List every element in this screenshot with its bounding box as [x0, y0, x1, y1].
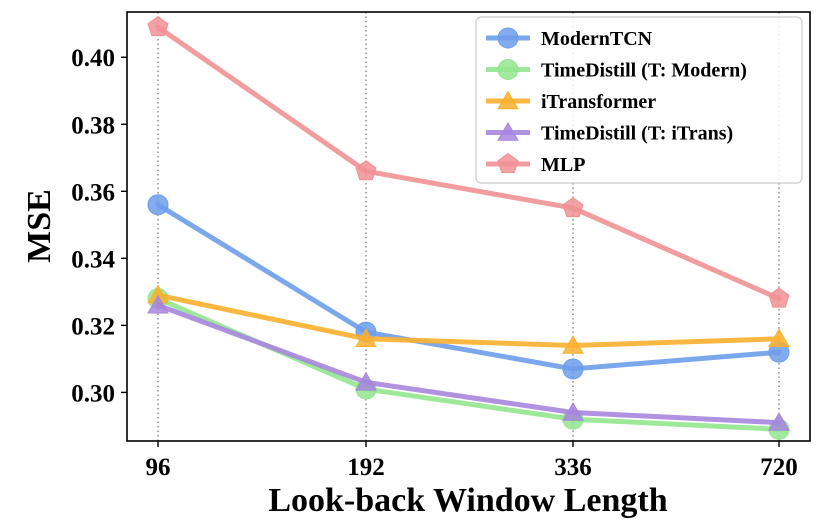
data-point: [147, 194, 169, 216]
legend-box: [475, 16, 803, 184]
data-point: [355, 328, 377, 347]
series-line: [155, 292, 782, 348]
x-tick-label: 96: [146, 454, 171, 481]
legend-label: TimeDistill (T: iTrans): [541, 123, 733, 145]
series-line: [155, 202, 782, 372]
x-axis-title: Look-back Window Length: [268, 482, 667, 519]
plot-frame: [126, 11, 811, 442]
data-point: [768, 287, 790, 308]
data-point: [562, 402, 584, 421]
series-timedistill-t-itrans-: [147, 294, 790, 431]
y-tick-label: 0.40: [71, 45, 115, 72]
y-tick-label: 0.30: [71, 380, 115, 407]
legend-label: ModernTCN: [541, 28, 653, 50]
y-tick-label: 0.36: [71, 179, 115, 206]
legend-marker: [497, 152, 519, 173]
data-point: [768, 412, 790, 431]
legend-label: MLP: [541, 154, 585, 176]
legend-label: iTransformer: [541, 91, 656, 113]
legend-label: TimeDistill (T: Modern): [541, 60, 747, 82]
y-tick-label: 0.32: [71, 313, 115, 340]
legend-marker: [497, 59, 519, 80]
data-point: [562, 358, 584, 380]
legend-item: ModernTCN: [486, 27, 653, 50]
data-point: [562, 196, 584, 218]
series-moderntcn: [147, 194, 790, 380]
series-itransformer: [147, 284, 790, 354]
x-tick-label: 720: [760, 454, 798, 481]
data-point: [147, 15, 169, 37]
legend-marker: [497, 27, 519, 49]
y-axis-title: MSE: [21, 189, 58, 263]
y-tick-label: 0.34: [71, 246, 115, 273]
series-line: [155, 296, 782, 432]
legend-item: TimeDistill (T: Modern): [486, 59, 747, 82]
data-point: [147, 294, 169, 314]
x-tick-label: 192: [347, 454, 385, 481]
legend-item: iTransformer: [486, 90, 656, 113]
y-tick-label: 0.38: [71, 112, 115, 139]
series-mlp: [147, 15, 790, 308]
data-point: [355, 160, 377, 181]
legend-item: MLP: [486, 152, 585, 176]
legend-item: TimeDistill (T: iTrans): [486, 122, 733, 145]
series-line: [155, 24, 782, 302]
x-tick-label: 336: [554, 454, 592, 481]
series-layer: [147, 15, 790, 440]
legend-marker: [497, 90, 519, 110]
data-point: [562, 335, 584, 354]
legend-marker: [497, 122, 519, 141]
axes: 96 192 336 720 0.30 0.32 0.34 0.36 0.38 0.40: [71, 45, 798, 481]
series-line: [155, 302, 782, 426]
data-point: [355, 371, 377, 391]
legend: ModernTCN TimeDistill (T: Modern) iTransfo…: [475, 16, 803, 184]
data-point: [768, 328, 790, 347]
